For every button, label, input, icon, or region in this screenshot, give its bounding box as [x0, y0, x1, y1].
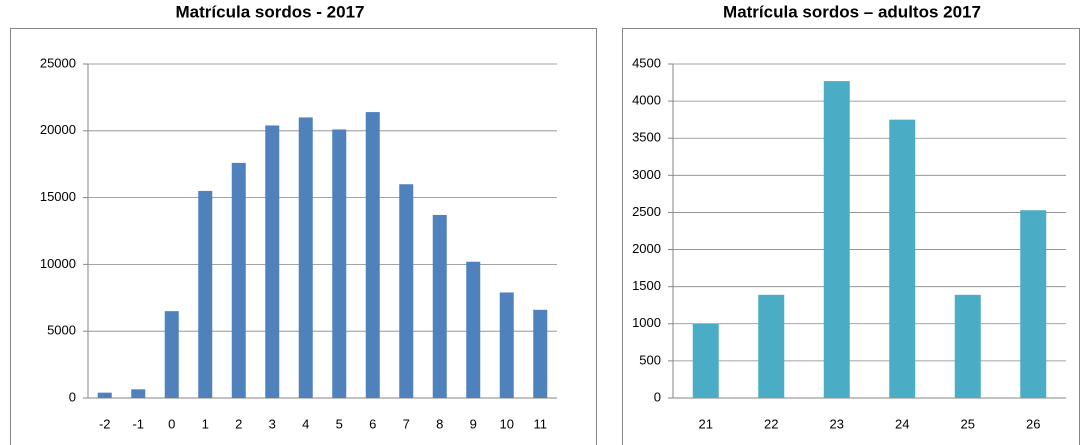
bar [298, 117, 313, 398]
y-tick-label: 3500 [632, 130, 661, 145]
bar [954, 294, 981, 398]
bar [533, 309, 548, 398]
bar [198, 190, 213, 398]
x-tick-label: 21 [699, 416, 713, 431]
y-tick-label: 2500 [632, 204, 661, 219]
x-tick-label: 7 [403, 416, 410, 431]
bar [97, 392, 112, 398]
bar [1020, 210, 1047, 398]
y-tick-label: 5000 [47, 323, 76, 338]
x-tick-label: 24 [895, 416, 909, 431]
x-tick-label: 4 [302, 416, 309, 431]
y-tick-label: 3000 [632, 167, 661, 182]
x-tick-label: 5 [336, 416, 343, 431]
x-tick-label: 6 [369, 416, 376, 431]
chart-frame [10, 28, 597, 445]
y-tick-label: 20000 [40, 122, 76, 137]
y-tick-label: 2000 [632, 241, 661, 256]
bar [889, 119, 916, 399]
y-tick-label: 500 [639, 352, 661, 367]
x-tick-label: 2 [235, 416, 242, 431]
y-tick-label: 1500 [632, 278, 661, 293]
x-tick-label: 1 [202, 416, 209, 431]
x-tick-label: 8 [436, 416, 443, 431]
x-tick-label: 26 [1026, 416, 1040, 431]
chart-title: Matrícula sordos – adultos 2017 [723, 2, 981, 21]
y-tick-label: 0 [69, 389, 76, 404]
bar [164, 311, 179, 398]
bar [758, 294, 785, 398]
y-tick-label: 25000 [40, 55, 76, 70]
x-tick-label: 0 [168, 416, 175, 431]
y-tick-label: 4500 [632, 55, 661, 70]
bar [432, 214, 447, 398]
y-tick-label: 0 [654, 389, 661, 404]
bar [466, 261, 481, 398]
bar [231, 162, 246, 398]
bar [692, 323, 719, 398]
bar [131, 389, 146, 398]
chart-title: Matrícula sordos - 2017 [176, 2, 365, 21]
x-tick-label: -2 [99, 416, 111, 431]
x-tick-label: 22 [764, 416, 778, 431]
y-tick-label: 1000 [632, 315, 661, 330]
y-tick-label: 4000 [632, 93, 661, 108]
x-tick-label: 11 [534, 416, 548, 431]
x-tick-label: 25 [961, 416, 975, 431]
bar [823, 81, 850, 399]
chart-frame [622, 28, 1080, 445]
y-tick-label: 15000 [40, 189, 76, 204]
x-tick-label: 9 [470, 416, 477, 431]
x-tick-label: 3 [269, 416, 276, 431]
bar [265, 125, 280, 399]
bar [499, 292, 514, 398]
x-tick-label: -1 [132, 416, 144, 431]
y-tick-label: 10000 [40, 256, 76, 271]
x-tick-label: 10 [500, 416, 514, 431]
bar [399, 184, 414, 398]
bar [365, 112, 380, 398]
x-tick-label: 23 [830, 416, 844, 431]
bar [332, 129, 347, 399]
